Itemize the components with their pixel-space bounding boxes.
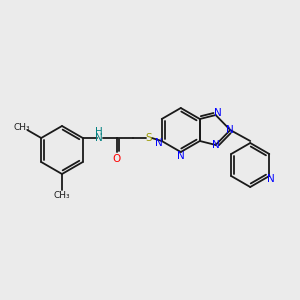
Text: N: N	[155, 138, 163, 148]
Text: N: N	[226, 125, 234, 135]
Text: N: N	[214, 108, 222, 118]
Text: N: N	[177, 151, 185, 161]
Text: CH₃: CH₃	[54, 191, 70, 200]
Text: N: N	[267, 174, 275, 184]
Text: N: N	[95, 133, 103, 143]
Text: CH₃: CH₃	[14, 122, 31, 131]
Text: S: S	[146, 133, 152, 143]
Text: O: O	[113, 154, 121, 164]
Text: N: N	[212, 140, 220, 150]
Text: H: H	[95, 127, 103, 137]
